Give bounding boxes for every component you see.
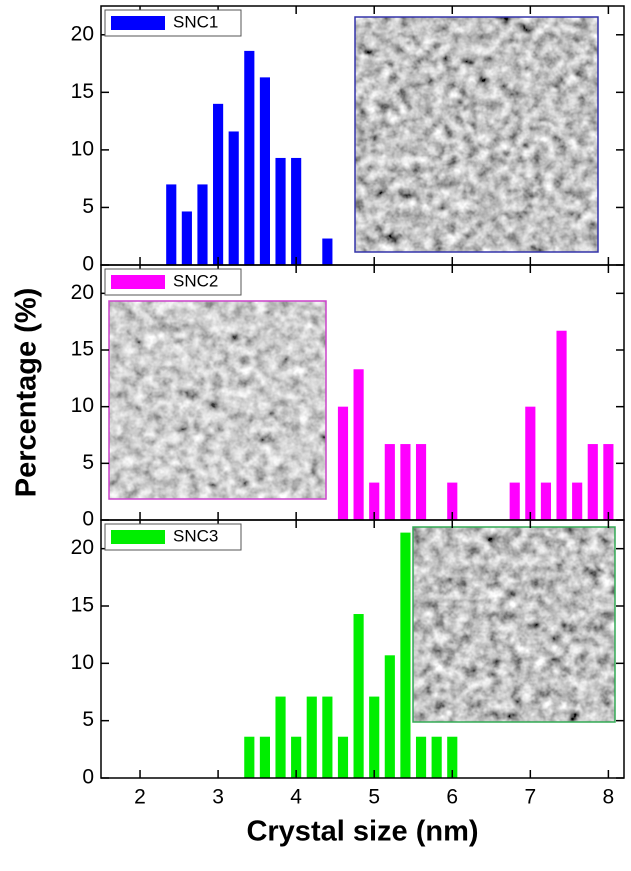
bar [291, 157, 302, 265]
y-tick-label: 15 [71, 80, 94, 103]
bar [556, 330, 567, 520]
y-tick-label: 0 [82, 766, 94, 789]
y-tick-label: 0 [82, 253, 94, 276]
y-tick-label: 20 [71, 281, 94, 304]
bar [431, 736, 442, 778]
bar [213, 103, 224, 265]
bar [353, 614, 364, 778]
bar [337, 736, 349, 778]
bar [415, 736, 427, 778]
bar [447, 736, 458, 778]
y-axis-title: Percentage (%) [11, 288, 43, 498]
bar [525, 406, 536, 520]
y-tick-label: 5 [82, 195, 94, 218]
y-tick-label: 0 [82, 508, 94, 531]
x-tick-label: 2 [134, 786, 146, 809]
y-tick-label: 5 [82, 451, 94, 474]
y-tick-label: 20 [71, 536, 94, 559]
bar [369, 696, 380, 778]
legend-swatch [111, 530, 165, 544]
bar [244, 50, 255, 265]
bar [275, 157, 286, 265]
bar [369, 482, 380, 520]
x-tick-label: 8 [603, 786, 615, 809]
x-tick-label: 4 [290, 786, 302, 809]
legend-label: SNC3 [173, 526, 218, 545]
y-tick-label: 15 [71, 338, 94, 361]
bar [337, 406, 349, 520]
panel-frame [100, 519, 625, 779]
x-tick-label: 6 [446, 786, 458, 809]
legend-swatch [111, 275, 165, 289]
bar [384, 444, 395, 520]
bar [509, 482, 520, 520]
y-tick-label: 5 [82, 708, 94, 731]
bar [259, 77, 270, 265]
bar [181, 211, 192, 265]
bar [244, 736, 255, 778]
legend-label: SNC1 [173, 12, 218, 31]
bar [353, 369, 364, 520]
bar [400, 444, 411, 520]
bar [275, 696, 286, 778]
x-tick-label: 3 [212, 786, 224, 809]
inset-image [108, 16, 616, 723]
x-axis-title: Crystal size (nm) [246, 816, 478, 848]
bar [259, 736, 270, 778]
bar [587, 444, 598, 520]
bar [322, 696, 333, 778]
x-tick-label: 7 [524, 786, 536, 809]
bar [322, 238, 333, 265]
bar [197, 184, 208, 265]
bar [572, 482, 583, 520]
y-tick-label: 10 [71, 651, 94, 674]
bar [400, 532, 411, 778]
y-tick-label: 20 [71, 22, 94, 45]
x-tick-label: 5 [368, 786, 380, 809]
bar [603, 444, 614, 520]
y-tick-label: 15 [71, 594, 94, 617]
y-tick-label: 10 [71, 394, 94, 417]
bar [447, 482, 458, 520]
legend-swatch [111, 16, 165, 30]
bar [306, 696, 317, 778]
bar [166, 184, 177, 265]
bar [540, 482, 552, 520]
bar [415, 444, 427, 520]
bar [228, 131, 239, 265]
legend-label: SNC2 [173, 271, 218, 290]
bar [384, 655, 395, 778]
bar [291, 736, 302, 778]
y-tick-label: 10 [71, 137, 94, 160]
